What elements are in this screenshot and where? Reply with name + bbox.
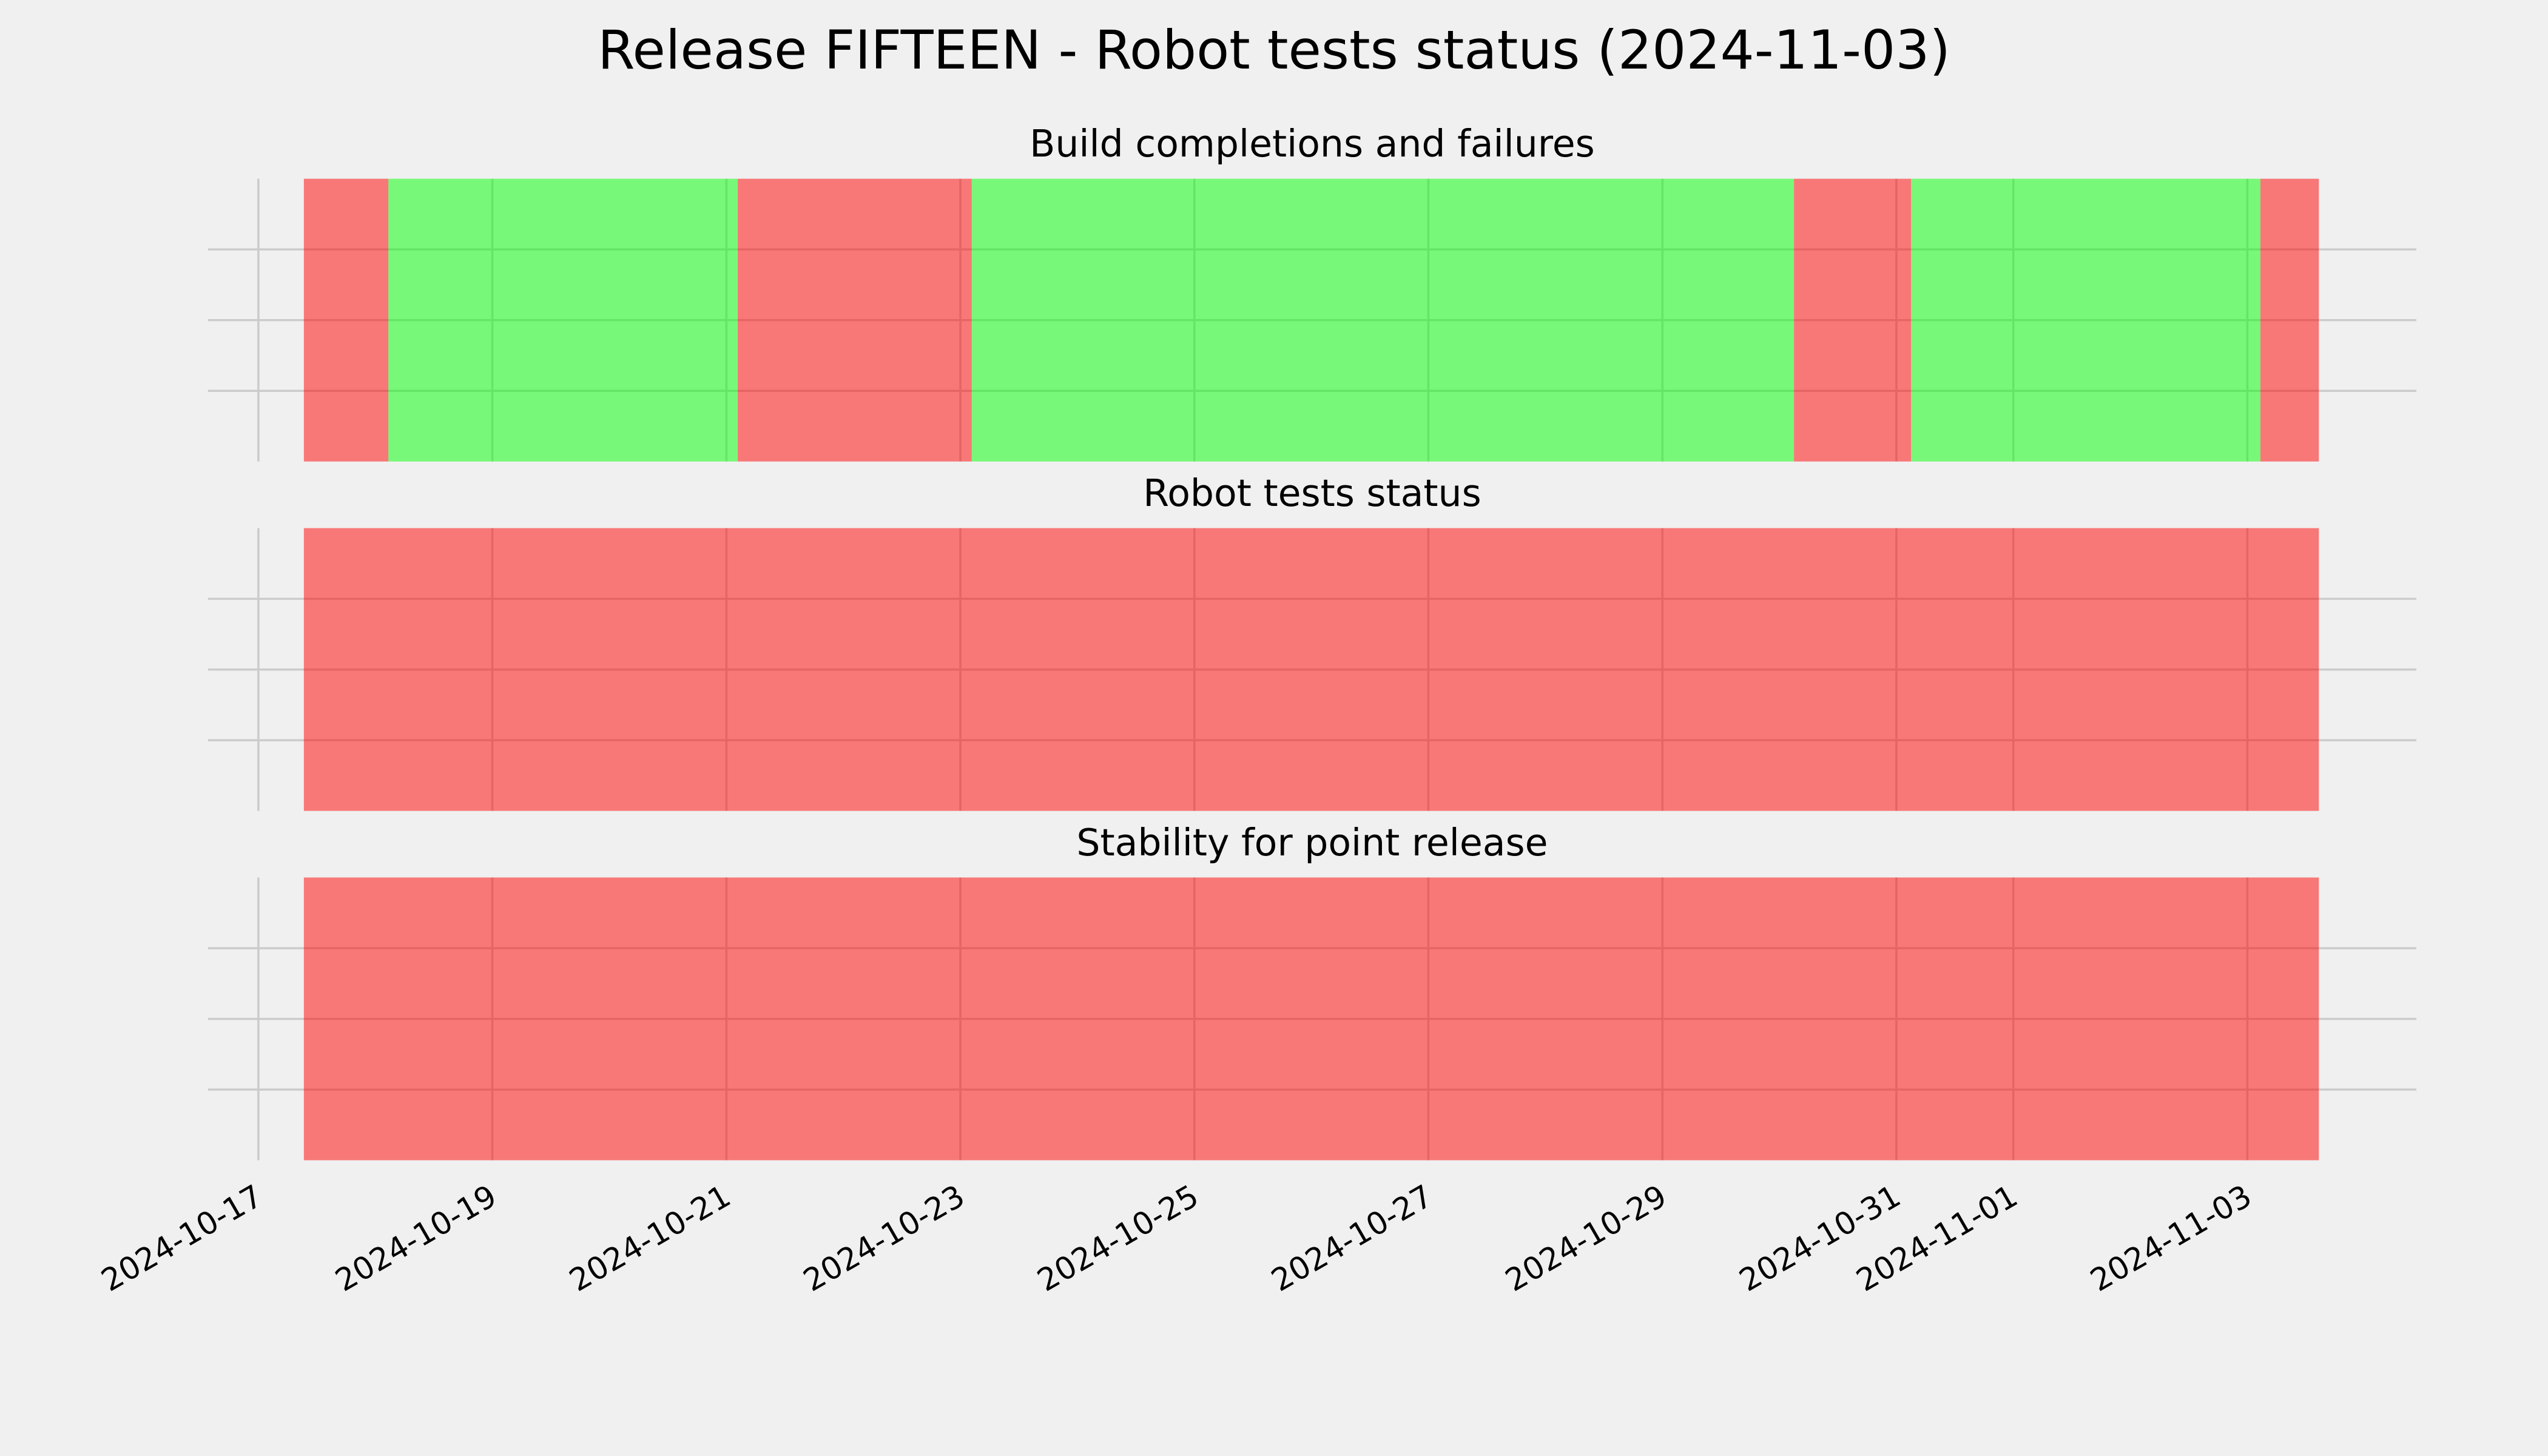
subplot-title: Robot tests status — [1143, 471, 1481, 515]
subplot-title: Build completions and failures — [1030, 122, 1595, 166]
status-span — [1794, 178, 1911, 462]
status-span — [303, 178, 389, 462]
status-span — [303, 528, 2319, 811]
status-span — [738, 178, 972, 462]
status-span — [303, 877, 2319, 1161]
subplot-title: Stability for point release — [1076, 821, 1548, 864]
chart-title: Release FIFTEEN - Robot tests status (20… — [598, 19, 1950, 81]
status-span — [1911, 178, 2260, 462]
status-span — [971, 178, 1795, 462]
status-span — [388, 178, 738, 462]
status-span — [2260, 178, 2319, 462]
